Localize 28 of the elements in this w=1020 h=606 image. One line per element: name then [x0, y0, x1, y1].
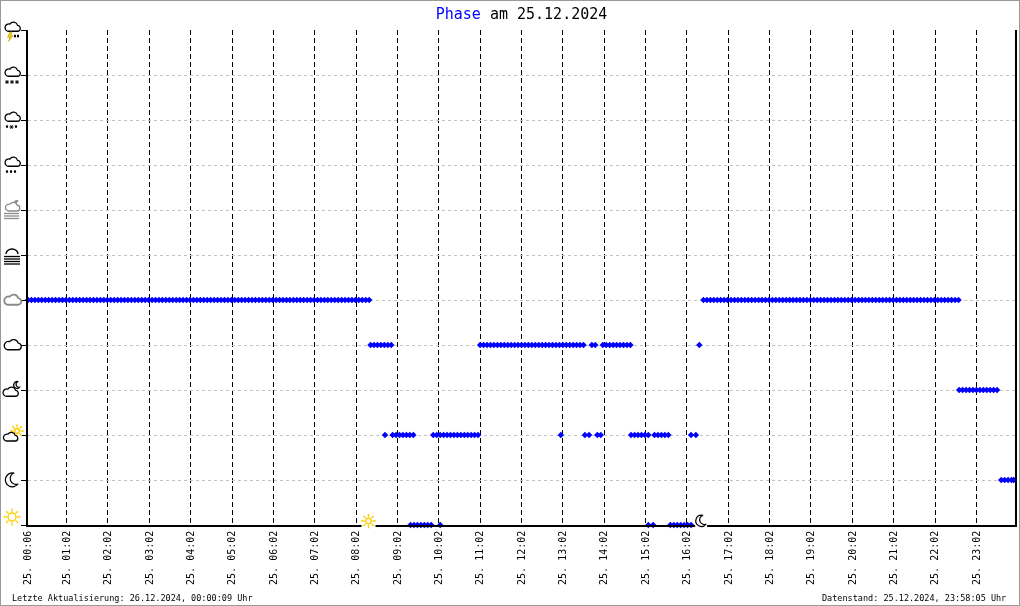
x-tick-label: 25. 01:02 [60, 530, 72, 585]
x-tick-label: 25. 16:02 [681, 530, 693, 585]
text: Datenstand: 25.12.2024, 23:58:05 Uhr [822, 593, 1007, 603]
text: Phase [435, 5, 481, 24]
x-tick-label: 25. 15:02 [639, 530, 651, 585]
x-tick-label: 25. 00:06 [22, 530, 34, 585]
x-tick-label: 25. 19:02 [805, 530, 817, 585]
x-tick-label: 25. 12:02 [515, 530, 527, 585]
x-tick-label: 25. 17:02 [722, 530, 734, 585]
x-tick-label: 25. 21:02 [887, 530, 899, 585]
x-tick-label: 25. 20:02 [846, 530, 858, 585]
x-tick-label: 25. 07:02 [308, 530, 320, 585]
x-tick-label: 25. 08:02 [350, 530, 362, 585]
x-tick-label: 25. 22:02 [929, 530, 941, 585]
x-tick-label: 25. 13:02 [557, 530, 569, 585]
x-tick-label: 25. 04:02 [184, 530, 196, 585]
x-tick-label: 25. 03:02 [143, 530, 155, 585]
x-tick-label: 25. 10:02 [433, 530, 445, 585]
chart-title: am 25.12.2024 [489, 5, 608, 24]
x-tick-label: 25. 18:02 [763, 530, 775, 585]
x-tick-label: 25. 23:02 [970, 530, 982, 585]
x-tick-label: 25. 05:02 [226, 530, 238, 585]
x-tick-label: 25. 14:02 [598, 530, 610, 585]
x-tick-label: 25. 09:02 [391, 530, 403, 585]
x-tick-label: 25. 06:02 [267, 530, 279, 585]
x-tick-label: 25. 02:02 [102, 530, 114, 585]
x-tick-label: 25. 11:02 [474, 530, 486, 585]
text: Letzte Aktualisierung: 26.12.2024, 00:00:09 Uhr [12, 593, 253, 603]
